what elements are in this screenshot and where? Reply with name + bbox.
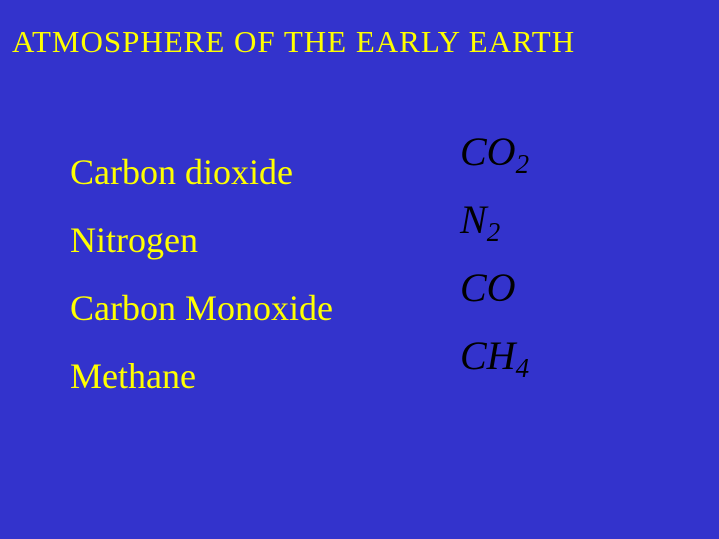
- compound-name: Nitrogen: [70, 218, 333, 286]
- compound-name: Methane: [70, 354, 333, 422]
- compound-formula: CO: [460, 266, 529, 334]
- formula-base: N: [460, 197, 487, 242]
- compound-name: Carbon dioxide: [70, 150, 333, 218]
- formula-subscript: 2: [516, 149, 530, 179]
- compound-formula: CH4: [460, 334, 529, 402]
- formula-base: CH: [460, 333, 516, 378]
- formula-subscript: 2: [487, 217, 501, 247]
- compound-name: Carbon Monoxide: [70, 286, 333, 354]
- compound-formulas-column: CO2 N2 CO CH4: [460, 130, 529, 402]
- compound-names-column: Carbon dioxide Nitrogen Carbon Monoxide …: [70, 150, 333, 422]
- formula-base: CO: [460, 265, 516, 310]
- compound-formula: N2: [460, 198, 529, 266]
- formula-subscript: 4: [516, 353, 530, 383]
- slide-title: ATMOSPHERE OF THE EARLY EARTH: [12, 24, 575, 60]
- formula-base: CO: [460, 129, 516, 174]
- compound-formula: CO2: [460, 130, 529, 198]
